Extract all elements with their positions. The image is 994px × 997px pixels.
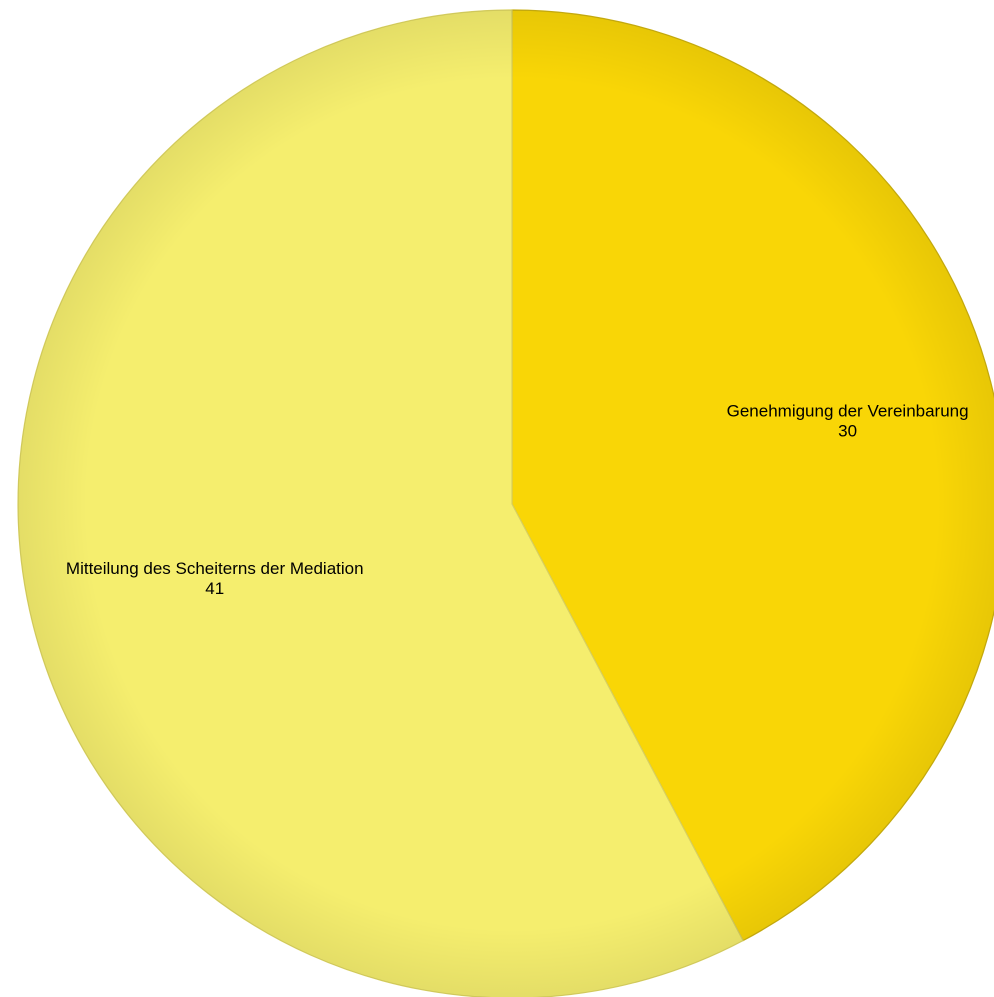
slice-label-2: Mitteilung des Scheiterns der Mediation 4… [66,559,364,598]
slice-category-label: Genehmigung der Vereinbarung [727,402,969,421]
slice-category-label: Mitteilung des Scheiterns der Mediation [66,559,364,578]
slice-value-label: 30 [838,422,857,441]
slice-value-label: 41 [205,579,224,598]
slice-label-1: Genehmigung der Vereinbarung 30 [727,402,969,441]
